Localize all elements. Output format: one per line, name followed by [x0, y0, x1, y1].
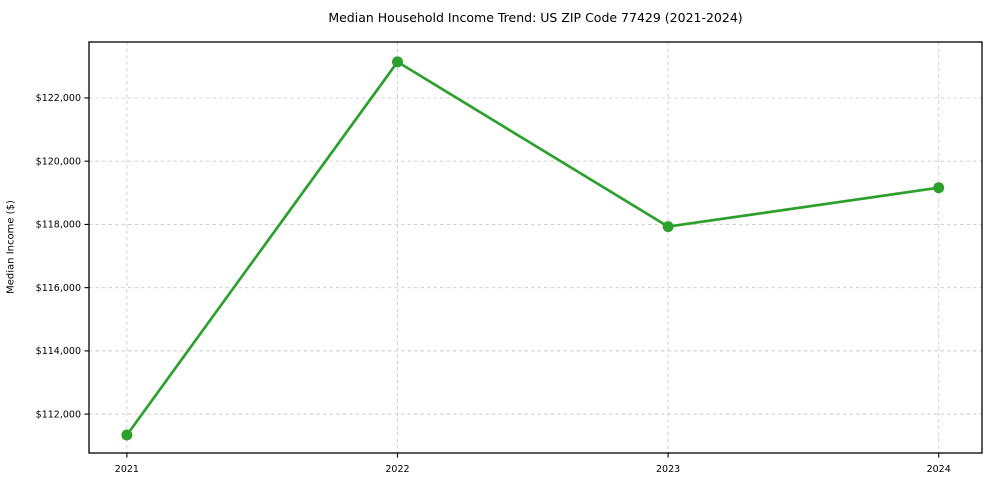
- x-tick-label: 2021: [115, 464, 139, 475]
- y-tick-label: $116,000: [36, 283, 81, 294]
- data-point-2021: [121, 429, 133, 441]
- trend-line: [125, 60, 941, 437]
- plot-border: [88, 41, 983, 454]
- data-point-2023: [662, 221, 674, 233]
- data-point-2024: [933, 182, 945, 194]
- x-tick-label: 2022: [385, 464, 409, 475]
- y-tick-label: $112,000: [36, 409, 81, 420]
- x-tick-label: 2024: [927, 464, 951, 475]
- data-point-2022: [391, 56, 403, 68]
- y-tick-label: $114,000: [36, 346, 81, 357]
- y-axis-title: Median Income ($): [5, 200, 17, 294]
- chart-title: Median Household Income Trend: US ZIP Co…: [328, 10, 743, 25]
- y-tick-label: $118,000: [36, 220, 81, 231]
- x-tick-label: 2023: [656, 464, 680, 475]
- y-tick-label: $122,000: [36, 93, 81, 104]
- y-tick-label: $120,000: [36, 156, 81, 167]
